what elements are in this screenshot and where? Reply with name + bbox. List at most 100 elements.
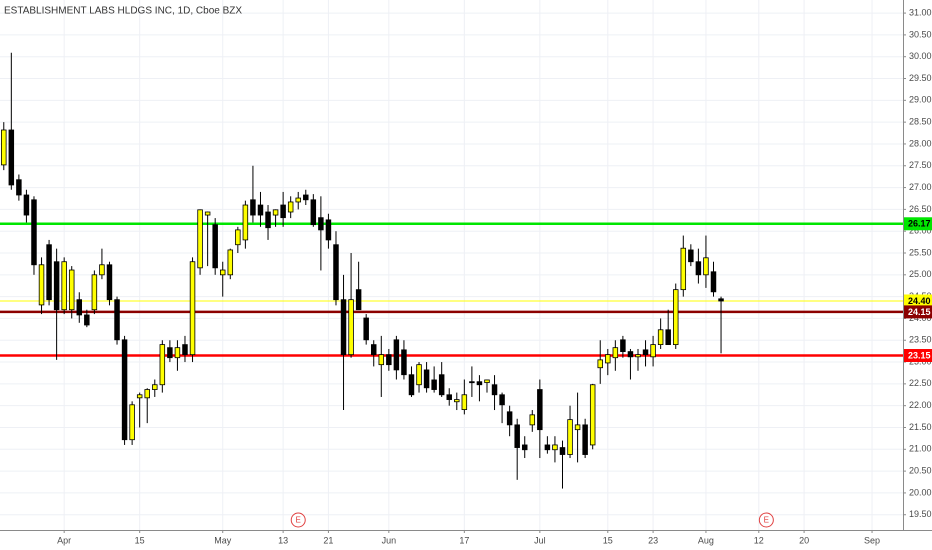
- candle-body: [318, 217, 324, 231]
- candle-body: [38, 264, 45, 306]
- candle-body: [567, 419, 573, 455]
- candle-body: [197, 209, 203, 269]
- y-tick-label: 22.00: [909, 400, 932, 410]
- candle-body: [91, 274, 98, 311]
- candle-body: [529, 414, 536, 426]
- candle-body: [106, 264, 113, 301]
- y-tick-label: 23.50: [909, 335, 932, 345]
- candle-body: [257, 204, 264, 216]
- candle-body: [174, 347, 181, 359]
- y-tick-label: 20.50: [909, 465, 932, 475]
- candle-body: [46, 244, 52, 301]
- candle-body: [642, 349, 649, 356]
- candle-body: [476, 381, 483, 386]
- candle-body: [99, 264, 105, 276]
- candle-body: [665, 329, 671, 346]
- candle-body: [136, 394, 143, 399]
- y-tick-label: 30.50: [909, 29, 932, 39]
- candle-body: [710, 271, 717, 293]
- x-tick-label: Aug: [698, 535, 714, 545]
- candle-body: [386, 354, 392, 366]
- candle-body: [325, 219, 332, 241]
- candle-body: [718, 298, 724, 302]
- candle-body: [370, 344, 377, 356]
- candle-body: [189, 261, 196, 356]
- candle-body: [242, 204, 249, 241]
- event-marker: [290, 512, 306, 528]
- event-marker: [758, 512, 774, 528]
- candle-body: [620, 339, 626, 352]
- candle-body: [650, 344, 656, 358]
- candle-body: [612, 347, 619, 359]
- candle-body: [680, 247, 687, 291]
- x-tick-label: 15: [135, 535, 145, 545]
- candle-body: [431, 379, 437, 390]
- event-label: E: [764, 516, 769, 525]
- candle-body: [582, 424, 588, 455]
- candle-body: [144, 389, 150, 399]
- candle-body: [514, 424, 520, 448]
- candle-body: [68, 269, 75, 311]
- candle-body: [31, 199, 37, 266]
- candle-body: [53, 261, 60, 311]
- candle-body: [114, 299, 120, 341]
- candle-body: [469, 381, 475, 384]
- y-tick-label: 19.50: [909, 509, 932, 519]
- candle-body: [129, 404, 135, 441]
- y-tick-label: 28.50: [909, 117, 932, 127]
- y-tick-label: 30.00: [909, 51, 932, 61]
- y-tick-label: 22.50: [909, 378, 932, 388]
- price-badge: [904, 305, 932, 319]
- y-tick-label: 21.50: [909, 422, 932, 432]
- candle-body: [303, 194, 309, 201]
- candle-body: [212, 224, 218, 269]
- candle-body: [76, 299, 83, 316]
- candle-body: [484, 379, 490, 383]
- y-tick-label: 29.50: [909, 73, 932, 83]
- candle-body: [552, 444, 558, 451]
- x-tick-label: 17: [459, 535, 469, 545]
- y-tick-label: 25.00: [909, 269, 932, 279]
- y-tick-label: 21.00: [909, 444, 932, 454]
- x-tick-label: Apr: [57, 535, 71, 545]
- candle-body: [423, 369, 430, 389]
- x-tick-label: 20: [799, 535, 809, 545]
- candle-body: [23, 194, 30, 216]
- candle-body: [295, 197, 301, 203]
- x-tick-label: Jul: [534, 535, 546, 545]
- x-tick-label: 15: [603, 535, 613, 545]
- candle-body: [61, 261, 67, 311]
- y-tick-label: 25.50: [909, 247, 932, 257]
- price-badge: [904, 217, 932, 231]
- x-tick-label: 13: [278, 535, 288, 545]
- y-tick-label: 20.00: [909, 487, 932, 497]
- candle-body: [499, 394, 505, 406]
- candle-body: [182, 344, 188, 356]
- x-tick-label: May: [214, 535, 232, 545]
- candle-body: [84, 314, 90, 326]
- candle-body: [152, 384, 158, 390]
- candle-body: [227, 249, 234, 276]
- candle-body: [559, 447, 566, 455]
- candle-body: [506, 411, 513, 426]
- candle-body: [8, 129, 15, 186]
- candle-body: [446, 394, 452, 400]
- candle-body: [265, 211, 271, 229]
- price-badge-label: 23.15: [908, 350, 931, 360]
- price-badge-label: 24.40: [908, 296, 931, 306]
- candle-body: [454, 399, 460, 403]
- candle-body: [348, 299, 354, 356]
- y-tick-label: 27.00: [909, 182, 932, 192]
- candle-body: [672, 289, 679, 346]
- candle-body: [521, 444, 528, 451]
- candle-body: [491, 384, 498, 396]
- x-tick-label: 21: [323, 535, 333, 545]
- event-label: E: [296, 516, 301, 525]
- y-tick-label: 26.00: [909, 226, 932, 236]
- candle-body: [272, 209, 279, 216]
- candle-body: [627, 351, 634, 358]
- y-tick-label: 29.00: [909, 95, 932, 105]
- candle-body: [333, 244, 339, 301]
- candle-body: [16, 179, 22, 196]
- candle-body: [204, 211, 211, 216]
